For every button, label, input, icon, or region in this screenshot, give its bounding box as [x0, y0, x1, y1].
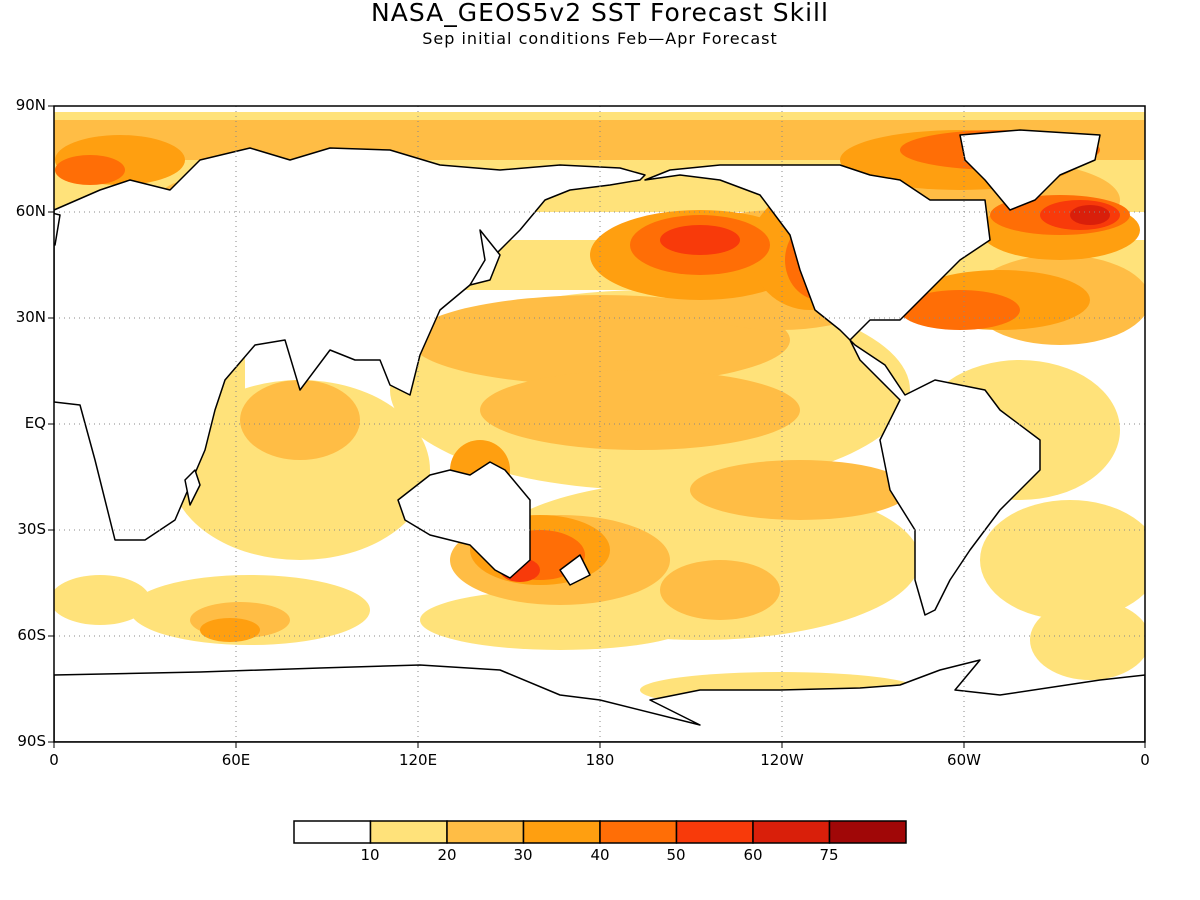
colorbar-label-40: 40	[590, 846, 610, 864]
axis-ticks	[48, 105, 1146, 748]
land-greenland	[959, 129, 1101, 211]
land-americas	[644, 164, 1041, 616]
lat-label-30n: 30N	[15, 308, 46, 326]
land-uk	[54, 212, 61, 246]
colorbar-label-20: 20	[437, 846, 457, 864]
lat-label-60s: 60S	[17, 626, 46, 644]
colorbar-box-1	[369, 820, 448, 844]
colorbar-box-3	[522, 820, 601, 844]
land-madagascar	[184, 469, 201, 506]
colorbar-label-10: 10	[360, 846, 380, 864]
map-subtitle: Sep initial conditions Feb—Apr Forecast	[422, 29, 778, 48]
lon-label-60w: 60W	[947, 751, 981, 769]
lon-label-0-east: 0	[1140, 751, 1150, 769]
colorbar-box-4	[599, 820, 678, 844]
lat-label-eq: EQ	[24, 414, 46, 432]
graticule	[54, 106, 1145, 742]
land-new-zealand	[559, 554, 591, 586]
lon-label-120e: 120E	[398, 751, 438, 769]
colorbar-label-60: 60	[743, 846, 763, 864]
lon-label-180: 180	[585, 751, 615, 769]
colorbar-label-50: 50	[666, 846, 686, 864]
lon-label-120w: 120W	[760, 751, 804, 769]
map-title: NASA_GEOS5v2 SST Forecast Skill	[371, 0, 829, 27]
land-japan	[469, 229, 501, 286]
colorbar-box-5	[675, 820, 754, 844]
lat-label-30s: 30S	[17, 520, 46, 538]
lon-label-60e: 60E	[221, 751, 251, 769]
colorbar	[293, 820, 907, 844]
lat-label-60n: 60N	[15, 202, 46, 220]
colorbar-box-6	[752, 820, 831, 844]
colorbar-box-2	[446, 820, 525, 844]
colorbar-box-7	[828, 820, 907, 844]
colorbar-label-30: 30	[513, 846, 533, 864]
colorbar-box-0	[293, 820, 372, 844]
lat-label-90n: 90N	[15, 96, 46, 114]
lon-label-0: 0	[49, 751, 59, 769]
skill-class-60-75	[1070, 205, 1110, 225]
colorbar-label-75: 75	[819, 846, 839, 864]
lat-label-90s: 90S	[17, 732, 46, 750]
